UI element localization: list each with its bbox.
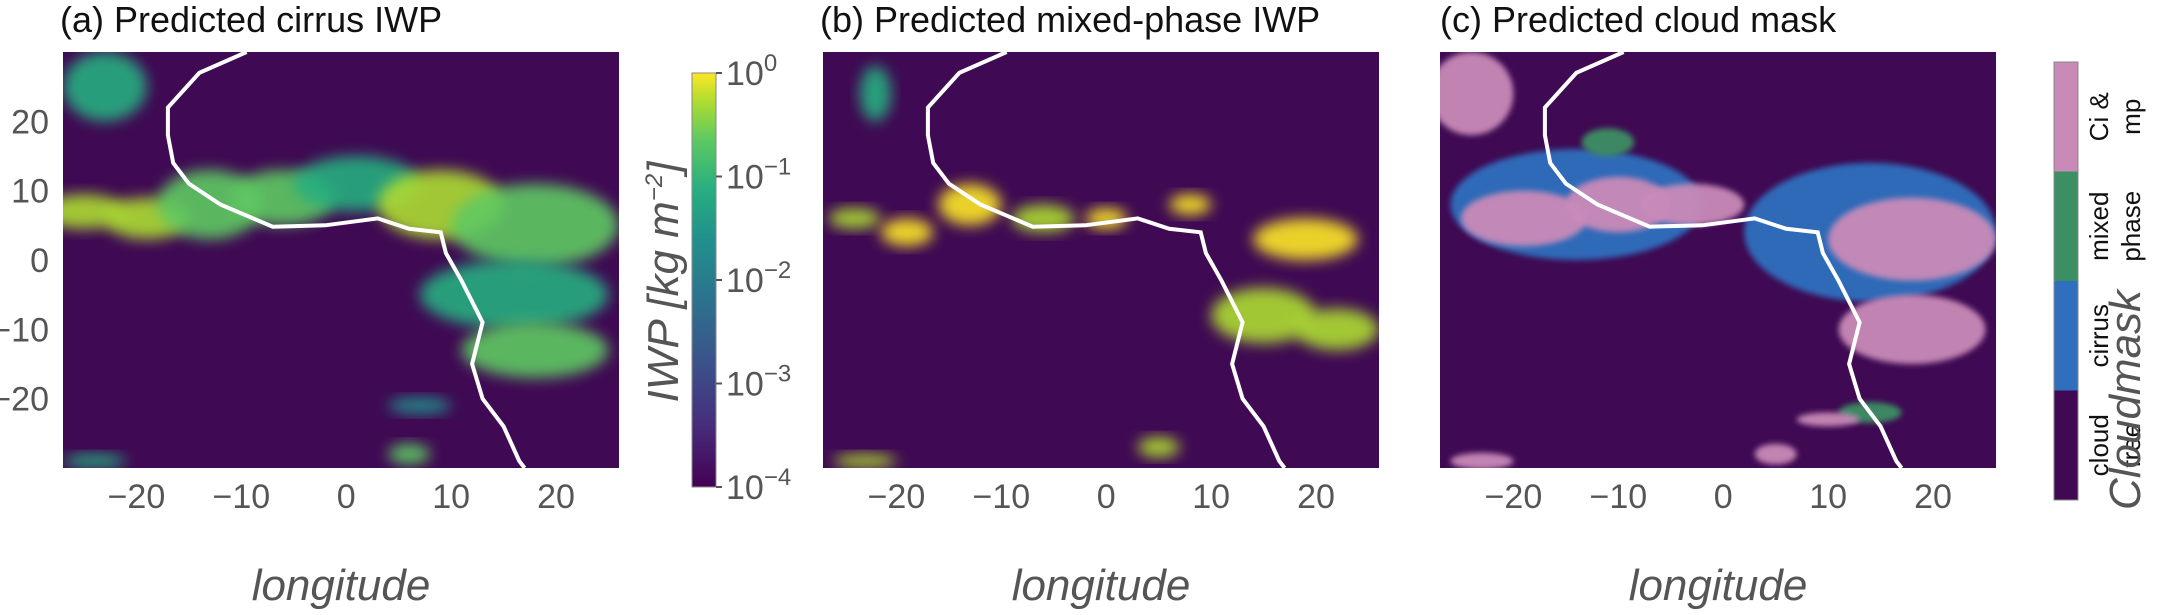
x-tick-label: 20: [537, 478, 575, 516]
panel-c-title: (c) Predicted cloud mask: [1440, 0, 1837, 40]
colorbar-tick-label: 10−3: [726, 361, 791, 404]
cloudmask-category-label: phase: [2116, 191, 2146, 262]
mixed-phase-cloud-patch-11: [859, 65, 892, 122]
panel-b-mixed-phase-field: [828, 65, 1379, 468]
cirrus-cloud-patch-0: [63, 52, 147, 122]
panel-a-coastline: [165, 52, 527, 468]
cirrus-cloud-patch-12: [388, 443, 431, 465]
panel-a: (a) Predicted cirrus IWP −20 −10 0 10 20 20 1…: [0, 0, 619, 610]
x-tick-label: 0: [337, 478, 356, 516]
x-tick-label: 20: [1297, 478, 1335, 516]
panel-c-coastline: [1542, 52, 1904, 468]
y-tick-label: 10: [11, 173, 49, 211]
x-tick-label: 0: [1714, 478, 1733, 516]
cloudmask-category-label: cloud: [2084, 414, 2114, 476]
cloud-mask-patch-6: [1828, 197, 1996, 281]
panel-b-x-label: longitude: [1012, 561, 1191, 610]
cloud-mask-patch-5: [1639, 183, 1745, 226]
y-tick-label: −20: [0, 381, 49, 419]
x-tick-label: −10: [1589, 478, 1647, 516]
x-tick-label: 10: [1192, 478, 1230, 516]
panel-b-plot-area: [823, 52, 1379, 468]
x-tick-label: −20: [108, 478, 166, 516]
x-tick-label: 20: [1914, 478, 1952, 516]
y-tick-label: 20: [11, 103, 49, 141]
colorbar-tick-label: 10−1: [726, 154, 791, 197]
iwp-colorbar: 100 10−1 10−2 10−3 10−4 IWP [kg m−2]: [639, 50, 791, 507]
mixed-phase-cloud-patch-1: [880, 218, 934, 247]
cloud-mask-patch-8: [1581, 128, 1635, 156]
x-tick-label: −10: [212, 478, 270, 516]
cloudmask-colorbar-segments: Ci & mp mixed phase cirrus cloud free: [2053, 61, 2146, 501]
cloud-mask-patch-12: [1754, 443, 1797, 465]
panel-b-coastline: [925, 52, 1287, 468]
cloudmask-category-label: mixed: [2084, 192, 2114, 261]
x-tick-label: −20: [868, 478, 926, 516]
y-tick-label: 0: [30, 242, 49, 280]
cloudmask-category-swatch: [2054, 281, 2078, 391]
mixed-phase-cloud-patch-8: [1295, 308, 1379, 351]
cirrus-cloud-patch-9: [461, 322, 609, 378]
cloud-mask-patch-7: [1838, 294, 1986, 365]
panel-c: (c) Predicted cloud mask −20 −10 0 10 20 lon…: [1440, 0, 1996, 610]
panel-c-cloud-mask-field: [1440, 52, 1996, 468]
panel-b: (b) Predicted mixed-phase IWP −20 −10 0 10 2…: [820, 0, 1379, 610]
panel-a-cirrus-field: [63, 52, 619, 468]
y-tick-label: −10: [0, 311, 49, 349]
x-tick-label: −20: [1485, 478, 1543, 516]
cloudmask-colorbar-label: Cloudmask: [2101, 288, 2150, 510]
cloudmask-category-label: cirrus: [2084, 304, 2114, 368]
cloudmask-category-swatch: [2054, 62, 2078, 172]
colorbar-tick-label: 10−2: [726, 257, 791, 300]
panel-c-x-ticks: −20 −10 0 10 20: [1485, 478, 1952, 516]
iwp-colorbar-gradient: [691, 72, 717, 488]
x-tick-label: 10: [1809, 478, 1847, 516]
cloudmask-category-label: mp: [2116, 99, 2146, 135]
cirrus-cloud-patch-10: [388, 397, 452, 414]
x-tick-label: 0: [1097, 478, 1116, 516]
cloud-mask-patch-3: [1460, 190, 1587, 247]
cloud-mask-patch-4: [1565, 176, 1671, 233]
panel-a-title: (a) Predicted cirrus IWP: [60, 0, 442, 40]
mixed-phase-cloud-patch-0: [828, 208, 881, 229]
panel-c-x-label: longitude: [1629, 561, 1808, 610]
mixed-phase-cloud-patch-7: [1211, 287, 1317, 344]
mixed-phase-cloud-patch-9: [1137, 436, 1180, 458]
cloud-mask-patch-2: [1440, 52, 1514, 136]
panel-a-y-ticks: 20 10 0 −10 −20: [0, 103, 49, 418]
iwp-colorbar-ticks: 100 10−1 10−2 10−3 10−4: [716, 50, 791, 507]
iwp-colorbar-label: IWP [kg m−2]: [639, 160, 688, 403]
panel-b-title: (b) Predicted mixed-phase IWP: [820, 0, 1320, 40]
cloudmask-category-swatch: [2054, 390, 2078, 500]
x-tick-label: 10: [432, 478, 470, 516]
cloudmask-colorbar-frame: [2053, 61, 2079, 501]
panel-b-x-ticks: −20 −10 0 10 20: [868, 478, 1335, 516]
cirrus-cloud-patch-7: [451, 183, 619, 267]
panel-a-x-ticks: −20 −10 0 10 20: [108, 478, 575, 516]
mixed-phase-cloud-patch-10: [833, 454, 897, 468]
mixed-phase-cloud-patch-2: [938, 183, 1002, 226]
mixed-phase-cloud-patch-6: [1253, 218, 1359, 260]
x-tick-label: −10: [972, 478, 1030, 516]
cloudmask-category-label: free: [2116, 423, 2146, 468]
cloudmask-colorbar: Ci & mp mixed phase cirrus cloud free Cloudmas…: [2053, 61, 2150, 510]
cloud-mask-patch-10: [1796, 412, 1860, 427]
colorbar-tick-label: 100: [726, 50, 777, 93]
colorbar-tick-label: 10−4: [726, 464, 791, 507]
cloudmask-category-label: Ci &: [2084, 92, 2114, 141]
mixed-phase-cloud-patch-5: [1169, 194, 1212, 215]
panel-a-x-label: longitude: [252, 561, 431, 610]
cloud-mask-patch-11: [1450, 452, 1514, 468]
cloudmask-category-swatch: [2054, 171, 2078, 281]
cirrus-cloud-patch-8: [419, 260, 609, 330]
cirrus-cloud-patch-11: [63, 454, 126, 468]
